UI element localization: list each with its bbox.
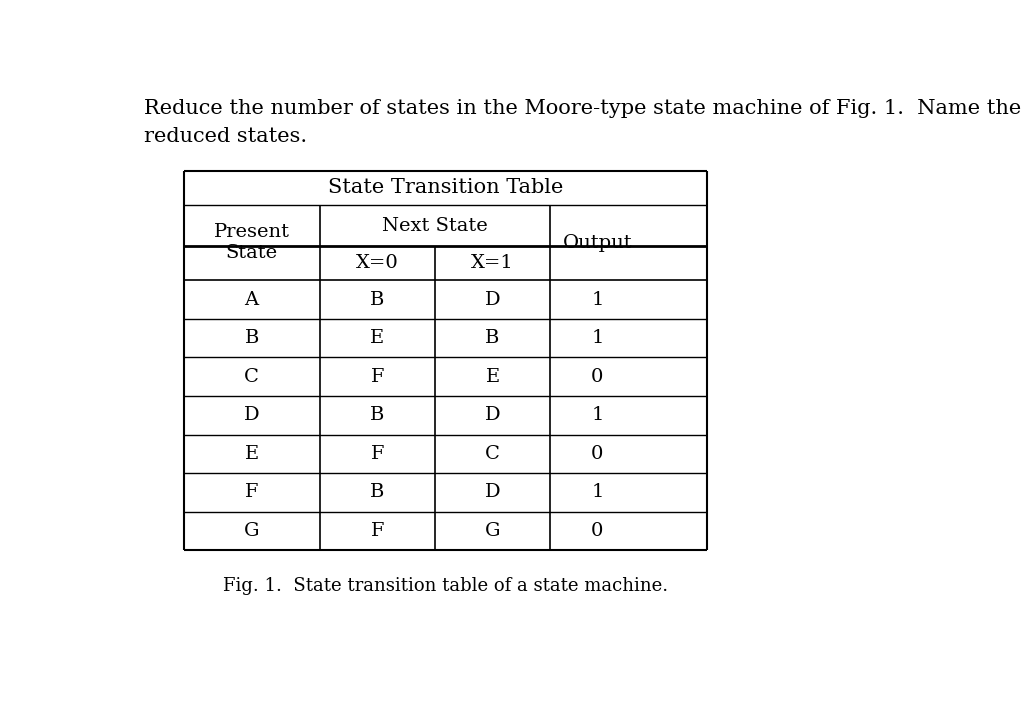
Text: C: C (244, 368, 259, 386)
Text: F: F (371, 445, 384, 463)
Text: D: D (244, 406, 259, 424)
Text: 0: 0 (591, 445, 603, 463)
Text: C: C (485, 445, 500, 463)
Text: X=0: X=0 (356, 254, 398, 272)
Text: E: E (371, 329, 384, 347)
Text: 0: 0 (591, 522, 603, 540)
Text: 0: 0 (591, 368, 603, 386)
Text: D: D (484, 291, 501, 308)
Text: B: B (485, 329, 500, 347)
Text: B: B (370, 291, 385, 308)
Text: F: F (371, 522, 384, 540)
Text: D: D (484, 483, 501, 501)
Text: State Transition Table: State Transition Table (328, 178, 563, 198)
Text: Output: Output (562, 233, 632, 251)
Text: Present
State: Present State (214, 223, 290, 262)
Text: 1: 1 (591, 291, 603, 308)
Text: E: E (485, 368, 500, 386)
Text: Fig. 1.  State transition table of a state machine.: Fig. 1. State transition table of a stat… (223, 577, 668, 595)
Text: B: B (370, 406, 385, 424)
Text: G: G (244, 522, 259, 540)
Text: B: B (370, 483, 385, 501)
Text: F: F (371, 368, 384, 386)
Text: E: E (245, 445, 259, 463)
Text: G: G (484, 522, 501, 540)
Text: 1: 1 (591, 483, 603, 501)
Text: A: A (245, 291, 259, 308)
Text: Reduce the number of states in the Moore-type state machine of Fig. 1.  Name the: Reduce the number of states in the Moore… (143, 99, 1021, 146)
Text: B: B (245, 329, 259, 347)
Text: F: F (245, 483, 258, 501)
Text: 1: 1 (591, 406, 603, 424)
Text: D: D (484, 406, 501, 424)
Text: Next State: Next State (382, 216, 487, 235)
Text: 1: 1 (591, 329, 603, 347)
Text: X=1: X=1 (471, 254, 514, 272)
